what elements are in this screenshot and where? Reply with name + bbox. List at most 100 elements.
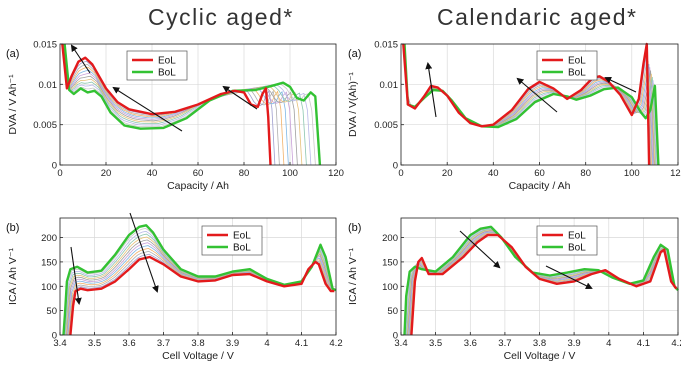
y-tick-label: 200 [382,233,398,244]
x-tick-label: 3.9 [567,338,580,349]
x-tick-label: 120 [328,168,344,179]
series-eol-line [402,42,651,166]
trend-arrow [70,44,91,74]
trend-arrow [545,265,593,289]
legend-box [536,50,598,81]
y-tick-label: 200 [41,233,57,244]
y-tick-label: 150 [382,257,398,268]
y-tick-label: 0.005 [374,120,398,131]
panel-label: (b) [348,222,361,234]
panel-label: (a) [348,48,361,60]
legend-box [126,50,188,81]
x-tick-label: 4 [606,338,611,349]
x-tick-label: 3.8 [191,338,204,349]
x-tick-label: 3.7 [157,338,170,349]
panel-label: (a) [6,48,19,60]
y-tick-label: 0.015 [33,40,57,51]
y-axis-label: DVA / V Ah⁻¹ [7,74,19,135]
right-column-title: Calendaric aged* [437,4,638,30]
x-tick-label: 4 [264,338,269,349]
x-tick-label: 80 [239,168,250,179]
series-eol-line [410,233,678,336]
legend-label-eol: EoL [158,56,176,67]
trend-arrow [425,62,437,118]
trend-arrow [459,230,501,269]
x-tick-label: 3.6 [464,338,477,349]
y-tick-label: 0 [393,331,398,342]
x-tick-label: 3.8 [533,338,546,349]
series-eol-line [69,255,335,336]
legend-label-eol: EoL [568,56,586,67]
y-tick-label: 0.01 [39,80,58,91]
legend-label-eol: EoL [233,231,251,242]
trend-arrow [129,212,159,293]
y-tick-label: 0.01 [380,80,399,91]
x-tick-label: 3.5 [88,338,101,349]
cyc_dva-chart: 0 20 40 60 80 100 120 0 0.005 0.01 0.015 Capacity /… [6,40,344,193]
x-tick-label: 3.5 [429,338,442,349]
legend-label-eol: EoL [568,231,586,242]
x-tick-label: 4.1 [295,338,308,349]
x-tick-label: 4.1 [637,338,650,349]
x-axis-label: Capacity / Ah [509,180,571,192]
cal_dva-chart: 0 20 40 60 80 100 120 0 0.005 0.01 0.015 Capacity /… [347,40,681,193]
y-tick-label: 100 [382,282,398,293]
x-tick-label: 4.2 [329,338,342,349]
y-tick-label: 0.005 [33,120,57,131]
x-tick-label: 0 [57,168,62,179]
x-tick-label: 3.4 [53,338,66,349]
y-tick-label: 100 [41,282,57,293]
x-tick-label: 120 [670,168,681,179]
legend-label-bol: BoL [233,243,251,254]
x-tick-label: 100 [624,168,640,179]
x-tick-label: 60 [193,168,204,179]
left-column-title: Cyclic aged* [148,4,294,30]
panel-label: (b) [6,222,19,234]
trend-arrow [516,77,558,113]
x-tick-label: 4.2 [671,338,681,349]
legend-label-bol: BoL [158,68,176,79]
trend-arrow [604,76,637,93]
x-tick-label: 100 [282,168,298,179]
y-tick-label: 0 [52,331,57,342]
trend-arrow [112,86,183,132]
y-tick-label: 50 [387,306,398,317]
y-tick-label: 0.015 [374,40,398,51]
x-tick-label: 3.4 [394,338,407,349]
x-tick-label: 3.6 [122,338,135,349]
legend-box [201,225,263,256]
cyc_ica-chart: 3.4 3.5 3.6 3.7 3.8 3.9 4 4.1 4.2 0 50 100 150 200 Cel… [6,217,343,362]
trend-arrow [222,85,258,110]
cal_ica-chart: 3.4 3.5 3.6 3.7 3.8 3.9 4 4.1 4.2 0 50 100 150 200 Cel… [347,217,681,362]
x-axis-label: Cell Voltage / V [504,350,576,362]
y-tick-label: 50 [46,306,57,317]
legend-label-bol: BoL [568,68,586,79]
y-tick-label: 0 [393,161,398,172]
series-bol-line [63,43,322,166]
y-axis-label: ICA / Ah V⁻¹ [7,248,19,305]
y-tick-label: 150 [41,257,57,268]
x-axis-label: Capacity / Ah [167,180,229,192]
x-tick-label: 40 [147,168,158,179]
y-axis-label: DVA / V(Ah)⁻¹ [347,72,359,137]
x-tick-label: 3.9 [226,338,239,349]
series-eol-line [61,43,272,166]
series-bol-line [62,224,337,336]
x-tick-label: 40 [488,168,499,179]
x-tick-label: 0 [398,168,403,179]
legend-box [536,225,598,256]
x-tick-label: 3.7 [498,338,511,349]
x-tick-label: 60 [534,168,545,179]
y-tick-label: 0 [52,161,57,172]
x-tick-label: 20 [442,168,453,179]
legend-label-bol: BoL [568,243,586,254]
x-axis-label: Cell Voltage / V [162,350,234,362]
trend-arrow [70,246,82,305]
y-axis-label: ICA / Ah V⁻¹ [347,248,359,305]
x-tick-label: 80 [580,168,591,179]
